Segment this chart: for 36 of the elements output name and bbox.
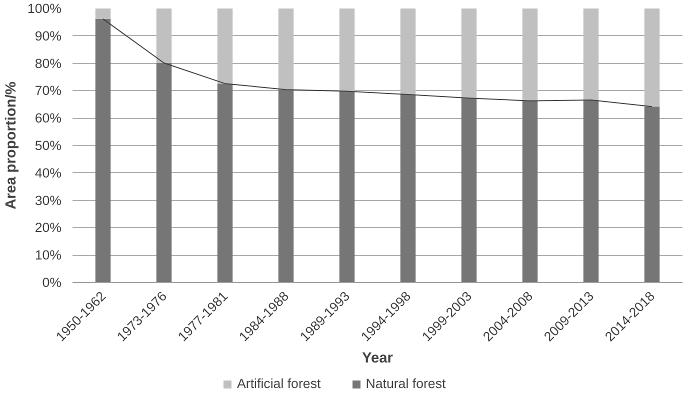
bar: [278, 90, 294, 282]
bar: [156, 63, 172, 282]
y-tick-label: 40%: [34, 165, 62, 180]
y-tick-label: 20%: [34, 220, 62, 236]
bar: [461, 98, 477, 282]
y-tick-label: 80%: [34, 56, 62, 71]
bar: [339, 8, 355, 92]
bar: [95, 18, 111, 282]
y-tick-label: 0%: [42, 275, 62, 290]
bar: [522, 100, 538, 282]
bar: [95, 8, 111, 19]
y-axis-title: Area proportion/%: [3, 82, 20, 210]
bar: [461, 8, 477, 98]
bar: [339, 91, 355, 282]
line-series: [102, 18, 652, 108]
bar: [400, 94, 416, 282]
y-tick-label: 30%: [34, 192, 62, 208]
bar: [522, 8, 538, 101]
bar: [583, 100, 599, 282]
bar: [217, 8, 233, 84]
y-tick-label: 100%: [27, 1, 62, 16]
bar: [583, 8, 599, 100]
legend-label: Artificial forest: [237, 376, 321, 391]
y-tick-label: 10%: [34, 248, 62, 263]
y-tick-label: 90%: [34, 28, 62, 44]
y-tick-label: 50%: [34, 138, 62, 153]
bar: [400, 8, 416, 95]
bar: [278, 8, 294, 90]
bar: [644, 106, 660, 282]
legend-label: Natural forest: [366, 376, 446, 391]
bar: [644, 8, 660, 107]
y-tick-label: 60%: [34, 110, 62, 126]
bar: [217, 84, 233, 282]
y-tick-label: 70%: [34, 83, 62, 98]
x-axis-title: Year: [362, 350, 394, 367]
bar: [156, 8, 172, 64]
